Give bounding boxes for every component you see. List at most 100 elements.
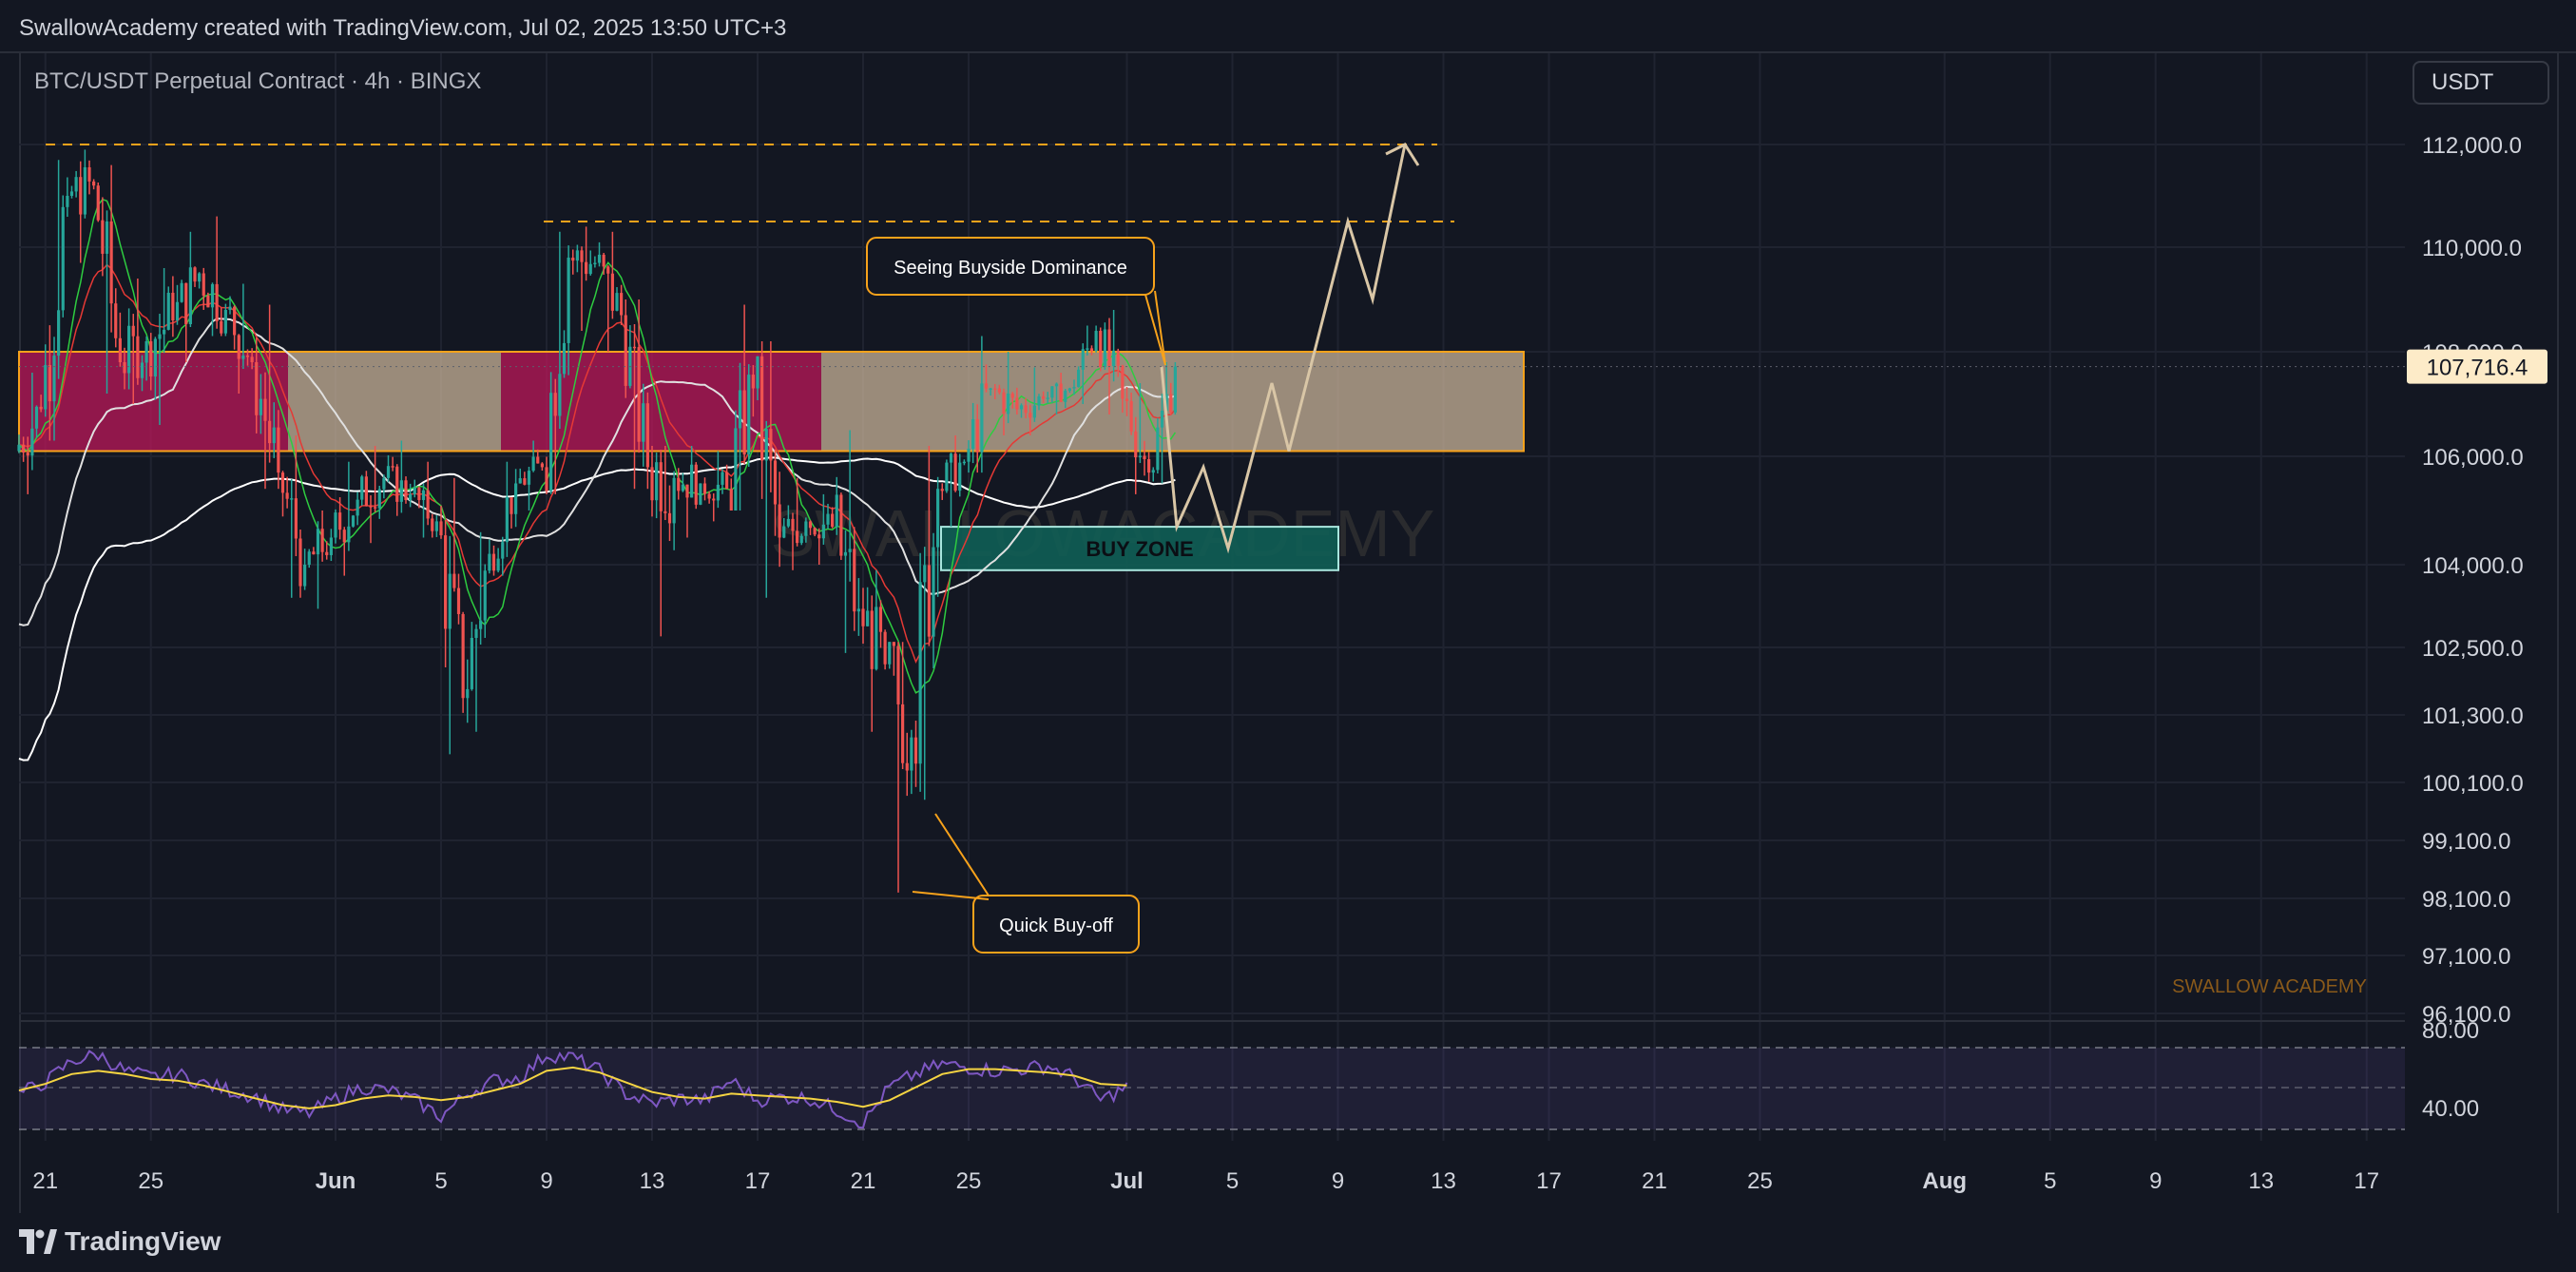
candle-body (1134, 431, 1138, 458)
candle-body (149, 341, 153, 377)
candle-body (237, 335, 240, 359)
candle-body (421, 490, 426, 500)
candle-body (1037, 395, 1041, 406)
projection-arrow-head (1385, 143, 1420, 166)
candle-body (738, 390, 742, 429)
candle-body (1116, 350, 1120, 366)
candle-body (57, 310, 61, 357)
candle-body (1160, 410, 1164, 428)
candle-body (184, 282, 188, 325)
candle-body (395, 466, 399, 502)
candle-body (1125, 398, 1129, 401)
candle-body (729, 489, 733, 511)
symbol-title: BTC/USDT Perpetual Contract · 4h · BINGX (34, 68, 482, 94)
candle-body (655, 462, 659, 501)
price-tick-label: 102,500.0 (2422, 636, 2524, 662)
candle-body (491, 553, 496, 571)
candle-body (505, 496, 509, 543)
candle-body (1151, 470, 1155, 473)
time-axis[interactable]: 21 25 Jun 5 9 13 17 21 25 Jul 5 9 13 17 21 25 Aug 5 9 13 17 (32, 1168, 2379, 1194)
candle-body (597, 254, 602, 263)
price-tick-label: 98,100.0 (2422, 887, 2510, 913)
candle-body (434, 521, 438, 531)
candle-body (79, 177, 83, 215)
candle-body (923, 565, 927, 583)
candle-body (796, 530, 799, 544)
candle-body (268, 420, 272, 444)
time-tick-label: Jul (1110, 1168, 1144, 1194)
candle-body (34, 406, 39, 429)
candle-body (1042, 395, 1046, 399)
candle-body (856, 608, 860, 612)
rsi-line (18, 1050, 1128, 1129)
candle-body (975, 418, 979, 453)
callout-pointer (912, 813, 990, 900)
candle-body (936, 489, 940, 548)
candle-body (144, 341, 148, 363)
time-tick-label: 13 (1431, 1168, 1456, 1194)
candle-body (223, 310, 227, 334)
candle-body (588, 263, 592, 275)
price-axis[interactable]: 112,000.0110,000.0108,000.0106,000.0104,… (2422, 133, 2524, 1028)
ma-white-fast (18, 318, 1176, 626)
candle-body (158, 334, 162, 339)
candle-body (1064, 390, 1067, 402)
candle-body (48, 364, 51, 402)
price-tick-label: 99,100.0 (2422, 829, 2510, 855)
price-tick-label: 112,000.0 (2422, 133, 2522, 159)
time-tick-label: 17 (2354, 1168, 2379, 1194)
candle-body (799, 535, 803, 544)
candle-body (377, 489, 381, 509)
candle-body (615, 293, 619, 311)
candle-body (866, 610, 870, 626)
candle-body (496, 558, 500, 571)
candle-body (716, 484, 720, 501)
candle-body (791, 518, 795, 531)
candle-body (1173, 366, 1177, 413)
neutral-zone (821, 352, 1524, 452)
callout-quick-buyoff[interactable] (972, 895, 1140, 954)
candle-body (523, 478, 527, 485)
candle-body (1164, 394, 1168, 411)
candle-body (571, 258, 575, 261)
time-tick-label: 9 (1332, 1168, 1344, 1194)
candle-body (452, 573, 456, 588)
candle-body (1089, 348, 1094, 352)
candle-body (835, 494, 838, 528)
candle-body (61, 206, 65, 311)
time-tick-label: 21 (1642, 1168, 1667, 1194)
tradingview-logo-text: TradingView (65, 1226, 221, 1256)
candle-body (369, 506, 373, 508)
rsi-ma-line (18, 1066, 1127, 1109)
candle-body (514, 483, 518, 514)
currency-button[interactable]: USDT (2413, 61, 2549, 105)
tradingview-logo-icon (19, 1229, 57, 1254)
signature: SWALLOW ACADEMY (2172, 976, 2367, 997)
candle-body (786, 518, 790, 527)
candle-body (650, 467, 654, 501)
candle-body (913, 737, 918, 764)
tradingview-logo[interactable]: TradingView (19, 1223, 221, 1261)
candle-body (878, 607, 883, 632)
callout-buyside-dominance[interactable] (866, 237, 1155, 296)
time-tick-label: 13 (2248, 1168, 2274, 1194)
candle-body (875, 607, 878, 669)
candle-body (474, 628, 478, 639)
candle-body (747, 375, 751, 455)
candle-body (1086, 348, 1089, 350)
candle-body (342, 530, 346, 543)
candle-body (839, 494, 843, 556)
candle-body (940, 489, 944, 491)
candle-body (778, 504, 781, 538)
candle-body (127, 325, 131, 374)
candle-body (347, 526, 351, 543)
candle-body (1054, 383, 1059, 387)
candle-body (721, 472, 724, 485)
candle-body (136, 336, 140, 378)
candle-body (66, 196, 69, 207)
candle-body (426, 490, 430, 519)
candle-body (632, 346, 637, 349)
candle-body (610, 273, 614, 311)
candle-body (1019, 405, 1024, 410)
